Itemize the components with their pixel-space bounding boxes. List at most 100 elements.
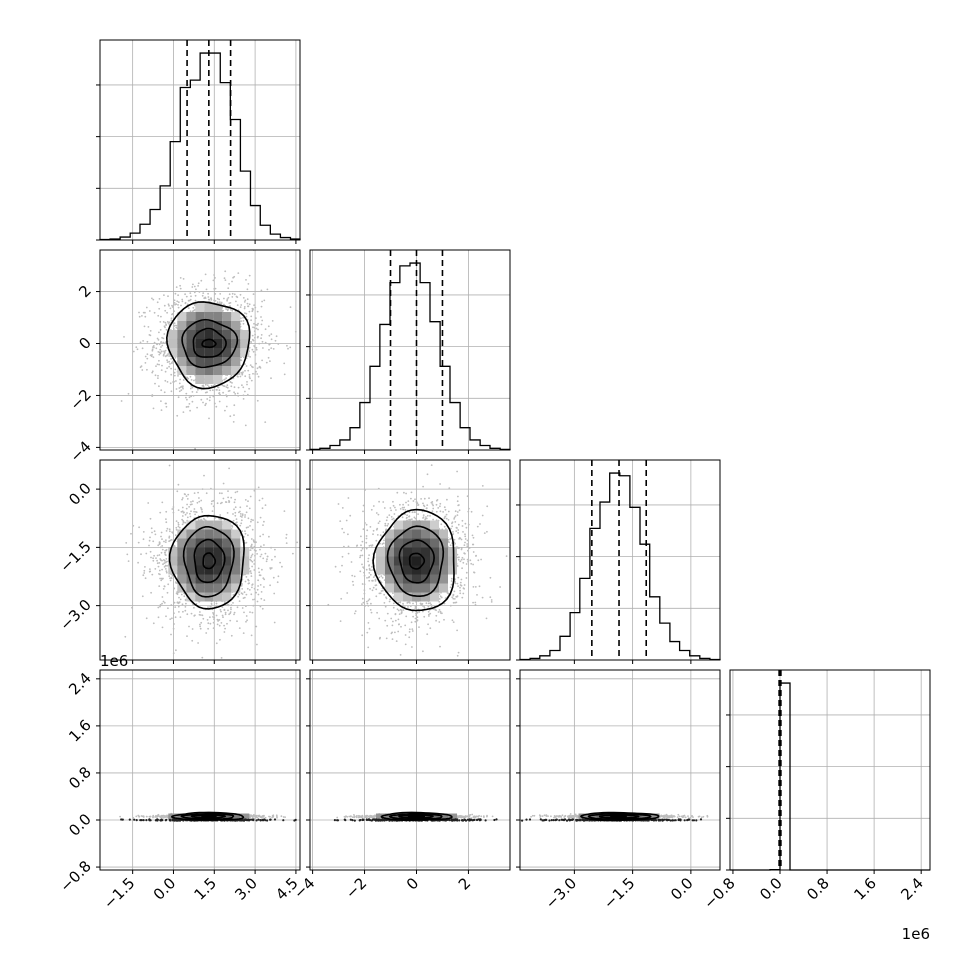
scatter-point [245, 315, 248, 318]
scatter-point [236, 606, 239, 609]
scatter-panel-0-2 [99, 459, 301, 661]
scatter-point [224, 270, 227, 273]
scatter-point [233, 404, 236, 407]
scatter-point [156, 337, 159, 340]
scatter-point [173, 302, 176, 304]
scatter-point [253, 322, 255, 325]
scatter-point [171, 306, 174, 308]
scatter-point [215, 388, 218, 391]
scatter-point [473, 571, 476, 574]
scatter-point [200, 621, 203, 624]
scatter-point [270, 347, 273, 349]
scatter-point [439, 645, 441, 648]
scatter-point [191, 400, 194, 403]
scatter-point [157, 616, 160, 619]
scatter-point [259, 548, 261, 551]
scatter-point [456, 511, 459, 513]
scatter-point [224, 613, 227, 616]
scatter-point [249, 611, 251, 613]
scatter-point [460, 548, 463, 551]
scatter-point [177, 523, 180, 526]
scatter-point [412, 602, 414, 605]
scatter-point [246, 288, 249, 291]
scatter-point [191, 628, 194, 630]
scatter-point [464, 522, 467, 525]
scatter-point [169, 382, 172, 385]
scatter-point [157, 565, 160, 568]
scatter-point [260, 553, 263, 556]
scatter-point [213, 618, 215, 621]
scatter-point [210, 503, 213, 505]
scatter-point [375, 512, 378, 514]
density-cell [186, 547, 196, 557]
scatter-point [219, 301, 221, 303]
scatter-point [383, 507, 386, 509]
scatter-point [241, 384, 243, 387]
scatter-point [153, 554, 156, 557]
scatter-point [180, 304, 182, 307]
scatter-point [253, 559, 256, 562]
scatter-point [360, 535, 362, 538]
scatter-point [255, 317, 257, 319]
scatter-point [285, 537, 288, 539]
scatter-point [248, 274, 251, 277]
density-cell [177, 574, 187, 584]
scatter-point [151, 573, 154, 576]
density-cell [195, 375, 205, 384]
scatter-point [262, 557, 265, 560]
scatter-point [163, 333, 166, 335]
scatter-point [240, 304, 243, 306]
scatter-point [292, 552, 294, 555]
histogram-step-2 [519, 472, 721, 661]
scatter-point [146, 340, 149, 343]
scatter-point [257, 579, 259, 582]
scatter-point [264, 328, 267, 331]
scatter-point [252, 339, 255, 342]
scatter-point [286, 344, 288, 347]
scatter-point [218, 392, 220, 395]
scatter-point [215, 405, 218, 408]
scatter-point [181, 497, 184, 499]
scatter-point [232, 421, 235, 423]
scatter-point [223, 624, 226, 627]
density-cell [213, 375, 223, 384]
scatter-panel-0-1 [99, 249, 301, 451]
scatter-point [432, 507, 435, 510]
scatter-point [413, 516, 416, 519]
scatter-point [256, 553, 258, 555]
scatter-point [270, 333, 273, 335]
scatter-point [250, 545, 253, 548]
scatter-point [359, 554, 362, 557]
scatter-point [451, 619, 454, 622]
scatter-point [363, 567, 365, 570]
scatter-point [252, 604, 255, 607]
scatter-point [199, 623, 201, 626]
scatter-point [354, 610, 357, 612]
scatter-point [417, 513, 419, 515]
scatter-point [161, 596, 164, 598]
scatter-point [359, 556, 361, 559]
scatter-point [209, 389, 212, 392]
scatter-point [402, 602, 404, 605]
scatter-point [245, 593, 248, 596]
scatter-point [241, 513, 244, 515]
scatter-point [179, 287, 182, 290]
scatter-point [437, 507, 440, 509]
scatter-point [253, 563, 256, 565]
scatter-point [256, 643, 258, 646]
scatter-point [379, 636, 381, 639]
scatter-point [370, 611, 373, 614]
scatter-point [186, 512, 188, 514]
scatter-point [274, 548, 276, 551]
scatter-point [164, 355, 167, 358]
scatter-point [409, 518, 412, 521]
scatter-point [435, 619, 437, 622]
axes-frame [99, 459, 301, 661]
scatter-point [213, 517, 216, 520]
density-cell [231, 574, 241, 584]
scatter-point [276, 581, 279, 584]
scatter-point [251, 583, 254, 586]
density-cell [213, 357, 223, 366]
scatter-point [457, 532, 459, 534]
scatter-point [160, 369, 163, 371]
